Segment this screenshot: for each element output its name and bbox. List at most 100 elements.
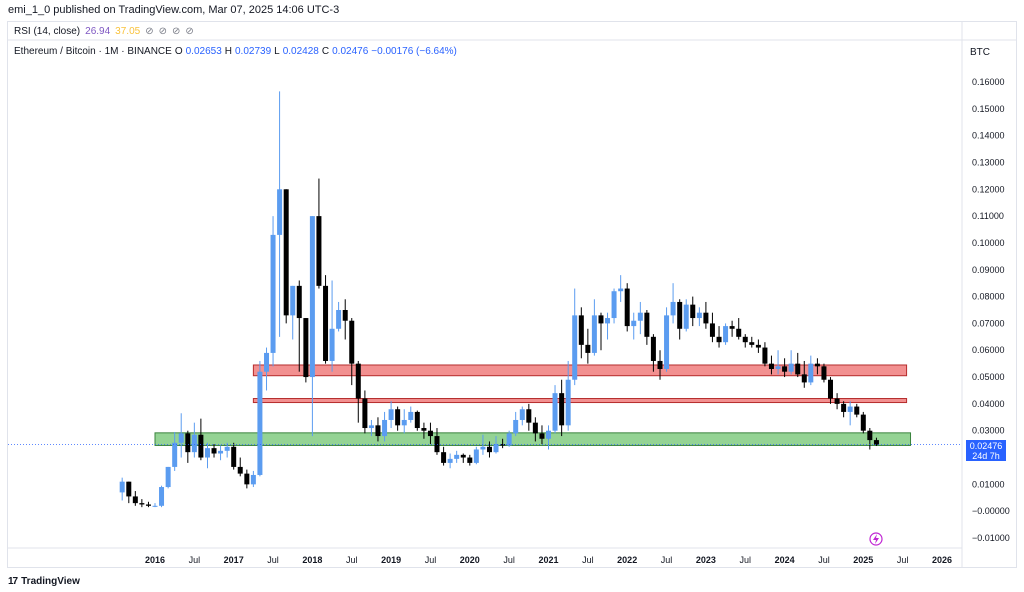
y-tick-label: 0.16000 <box>972 77 1005 87</box>
candle-body <box>224 446 230 451</box>
last-price: 0.02476 <box>969 441 1003 451</box>
candle-body <box>631 320 637 327</box>
y-tick-label: −0.00000 <box>972 506 1010 516</box>
candle-body <box>664 315 670 370</box>
candle-body <box>257 371 263 475</box>
x-tick-label: Jul <box>189 555 201 565</box>
y-tick-label: 0.01000 <box>972 479 1005 489</box>
published-line: emi_1_0 published on TradingView.com, Ma… <box>8 4 340 16</box>
candle-body <box>454 454 460 459</box>
candle-body <box>231 446 237 467</box>
x-tick-label: 2021 <box>538 555 558 565</box>
candle-body <box>709 323 715 337</box>
x-tick-label: 2016 <box>145 555 165 565</box>
tradingview-logo-icon: 17 <box>8 576 18 587</box>
candle-body <box>467 457 473 463</box>
open-label: O <box>174 46 183 57</box>
candle-body <box>270 234 276 353</box>
lightning-icon <box>869 532 883 546</box>
settings-icon[interactable]: ⊘ <box>158 26 167 37</box>
candle-body <box>309 216 315 378</box>
candle-body <box>591 315 597 353</box>
candle-body <box>873 440 879 445</box>
candle-body <box>703 312 709 324</box>
x-tick-label: Jul <box>661 555 673 565</box>
low-value: 0.02428 <box>282 46 319 57</box>
x-tick-label: Jul <box>897 555 909 565</box>
x-tick-label: Jul <box>818 555 830 565</box>
x-tick-label: Jul <box>346 555 358 565</box>
candle-body <box>421 428 427 431</box>
zone-red <box>252 398 908 404</box>
candle-body <box>382 419 388 437</box>
x-tick-label: Jul <box>267 555 279 565</box>
candle-body <box>185 433 191 453</box>
x-tick-label: 2026 <box>932 555 952 565</box>
bar-countdown: 24d 7h <box>972 451 1000 461</box>
close-label: C <box>321 46 330 57</box>
lightning-bolt-icon <box>873 534 879 544</box>
candle-body <box>388 409 394 420</box>
eye-icon[interactable]: ⊘ <box>145 26 154 37</box>
x-tick-label: 2017 <box>224 555 244 565</box>
y-tick-label: 0.07000 <box>972 318 1005 328</box>
candle-body <box>460 454 466 458</box>
candle-body <box>585 344 591 353</box>
y-tick-label: 0.04000 <box>972 399 1005 409</box>
candle-body <box>782 366 788 372</box>
candle-body <box>178 433 184 443</box>
candle-body <box>290 285 296 316</box>
y-tick-label: 0.13000 <box>972 157 1005 167</box>
candle-body <box>801 374 807 383</box>
zone-green <box>154 432 912 446</box>
candle-body <box>742 336 748 343</box>
candle-body <box>565 379 571 426</box>
chart-frame <box>7 21 1017 568</box>
candle-body <box>211 448 217 454</box>
candle-body <box>126 481 132 497</box>
rsi-legend: RSI (14, close) 26.94 37.05 ⊘ ⊘ ⊘ ⊘ <box>14 26 194 37</box>
symbol-name: Ethereum / Bitcoin · 1M · BINANCE <box>14 46 172 57</box>
low-label: L <box>274 46 280 57</box>
x-tick-label: 2025 <box>853 555 873 565</box>
x-tick-label: 2022 <box>617 555 637 565</box>
candle-body <box>191 434 197 453</box>
candle-body <box>264 352 270 372</box>
rsi-label: RSI (14, close) <box>14 26 81 37</box>
candle-body <box>729 326 735 329</box>
candle-body <box>854 406 860 415</box>
candle-body <box>546 430 551 439</box>
candle-body <box>473 449 479 463</box>
x-tick-label: 2023 <box>696 555 716 565</box>
candle-body <box>762 347 768 364</box>
candle-body <box>172 442 178 467</box>
candle-body <box>434 436 440 453</box>
delete-icon[interactable]: ⊘ <box>171 26 181 37</box>
candle-body <box>677 301 683 329</box>
candle-body <box>637 312 643 321</box>
candle-body <box>349 320 355 364</box>
candle-body <box>500 444 506 446</box>
last-price-tag: 0.02476 24d 7h <box>966 440 1006 461</box>
currency-label[interactable]: BTC <box>970 47 990 58</box>
candle-body <box>303 318 309 378</box>
x-tick-label: 2019 <box>381 555 401 565</box>
change-value: −0.00176 (−6.64%) <box>371 46 457 57</box>
candle-body <box>296 285 302 319</box>
candle-body <box>821 366 827 380</box>
y-tick-label: 0.05000 <box>972 372 1005 382</box>
candle-body <box>427 430 433 437</box>
close-value: 0.02476 <box>332 46 369 57</box>
candle-body <box>572 315 578 380</box>
more-icon[interactable]: ⊘ <box>185 26 194 37</box>
candle-body <box>323 285 329 361</box>
high-value: 0.02739 <box>235 46 272 57</box>
candle-body <box>690 304 696 319</box>
candle-body <box>539 433 545 439</box>
tradingview-logo[interactable]: 17 TradingView <box>8 576 80 587</box>
candle-body <box>841 403 847 412</box>
candle-body <box>159 487 165 506</box>
y-tick-label: 0.12000 <box>972 184 1005 194</box>
candle-body <box>145 504 151 506</box>
